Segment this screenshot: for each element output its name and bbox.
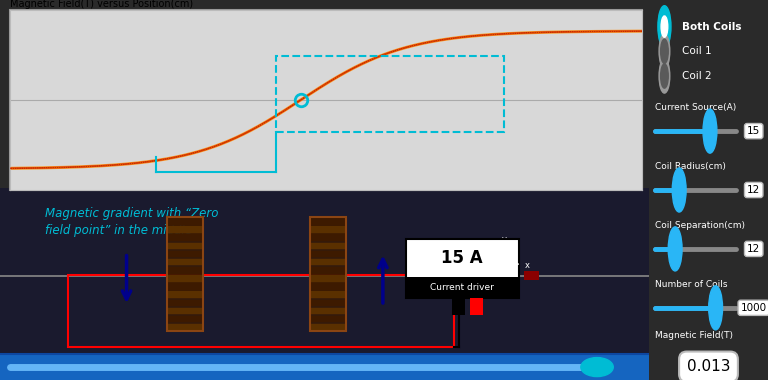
- Bar: [310, 266, 346, 274]
- Bar: [452, 298, 465, 315]
- Bar: [167, 225, 203, 233]
- Text: 12: 12: [747, 185, 760, 195]
- Text: Coil Separation(cm): Coil Separation(cm): [655, 221, 745, 230]
- Bar: [167, 290, 203, 298]
- Circle shape: [668, 227, 682, 271]
- Text: Coil 1: Coil 1: [682, 46, 712, 56]
- Bar: [310, 233, 346, 241]
- Circle shape: [660, 64, 668, 88]
- Bar: [167, 217, 203, 225]
- Text: Current driver: Current driver: [430, 283, 494, 292]
- Text: x: x: [525, 261, 529, 271]
- Bar: [167, 315, 203, 323]
- Bar: [167, 258, 203, 266]
- Bar: [310, 323, 346, 331]
- Text: Both Coils: Both Coils: [682, 22, 742, 32]
- Bar: [0, 354, 649, 380]
- Bar: [167, 307, 203, 314]
- Circle shape: [659, 34, 670, 68]
- Text: 15 A: 15 A: [442, 249, 483, 268]
- Text: z: z: [484, 274, 488, 283]
- Bar: [167, 323, 203, 331]
- Bar: [167, 274, 203, 282]
- Bar: [310, 250, 346, 257]
- Text: Number of Coils: Number of Coils: [655, 280, 727, 289]
- Bar: [310, 225, 346, 233]
- Text: Current Source(A): Current Source(A): [655, 103, 737, 112]
- Text: Magnetic Field(T): Magnetic Field(T): [655, 331, 733, 340]
- Bar: [310, 290, 346, 298]
- Bar: [310, 315, 346, 323]
- Bar: [310, 299, 346, 306]
- Circle shape: [703, 109, 717, 153]
- Bar: [167, 217, 203, 331]
- Text: Coil Radius(cm): Coil Radius(cm): [655, 162, 726, 171]
- Bar: [525, 271, 539, 280]
- Bar: [167, 233, 203, 241]
- Bar: [310, 258, 346, 266]
- Bar: [310, 217, 346, 225]
- Bar: [0, 188, 649, 355]
- Text: 1000: 1000: [740, 303, 766, 313]
- Text: Probe Position(cm): Probe Position(cm): [310, 363, 436, 375]
- Bar: [470, 298, 483, 315]
- Text: y: y: [502, 235, 507, 244]
- Bar: [310, 242, 346, 249]
- Circle shape: [672, 168, 686, 212]
- Bar: [167, 242, 203, 249]
- Text: 0.013: 0.013: [687, 359, 730, 374]
- Bar: [310, 274, 346, 282]
- Circle shape: [709, 286, 723, 330]
- Text: Coil 2: Coil 2: [682, 71, 712, 81]
- Bar: [167, 266, 203, 274]
- Circle shape: [581, 358, 614, 377]
- Text: Magnetic gradient with “Zero
field point” in the middle: Magnetic gradient with “Zero field point…: [45, 207, 219, 237]
- Circle shape: [658, 6, 671, 48]
- Bar: [310, 307, 346, 314]
- Circle shape: [660, 39, 668, 63]
- Bar: [310, 217, 346, 331]
- Bar: [276, 56, 504, 132]
- Bar: [167, 282, 203, 290]
- Circle shape: [661, 16, 667, 37]
- Bar: [167, 250, 203, 257]
- Text: Magnetic Field(T) versus Position(cm): Magnetic Field(T) versus Position(cm): [10, 0, 193, 9]
- Bar: [68, 275, 454, 347]
- Bar: [167, 299, 203, 306]
- Text: 858: 858: [505, 363, 527, 375]
- Bar: [10, 10, 643, 190]
- Circle shape: [659, 59, 670, 93]
- FancyBboxPatch shape: [406, 239, 519, 298]
- Text: 15: 15: [747, 126, 760, 136]
- Text: 12: 12: [747, 244, 760, 254]
- Bar: [310, 282, 346, 290]
- Bar: [406, 277, 519, 298]
